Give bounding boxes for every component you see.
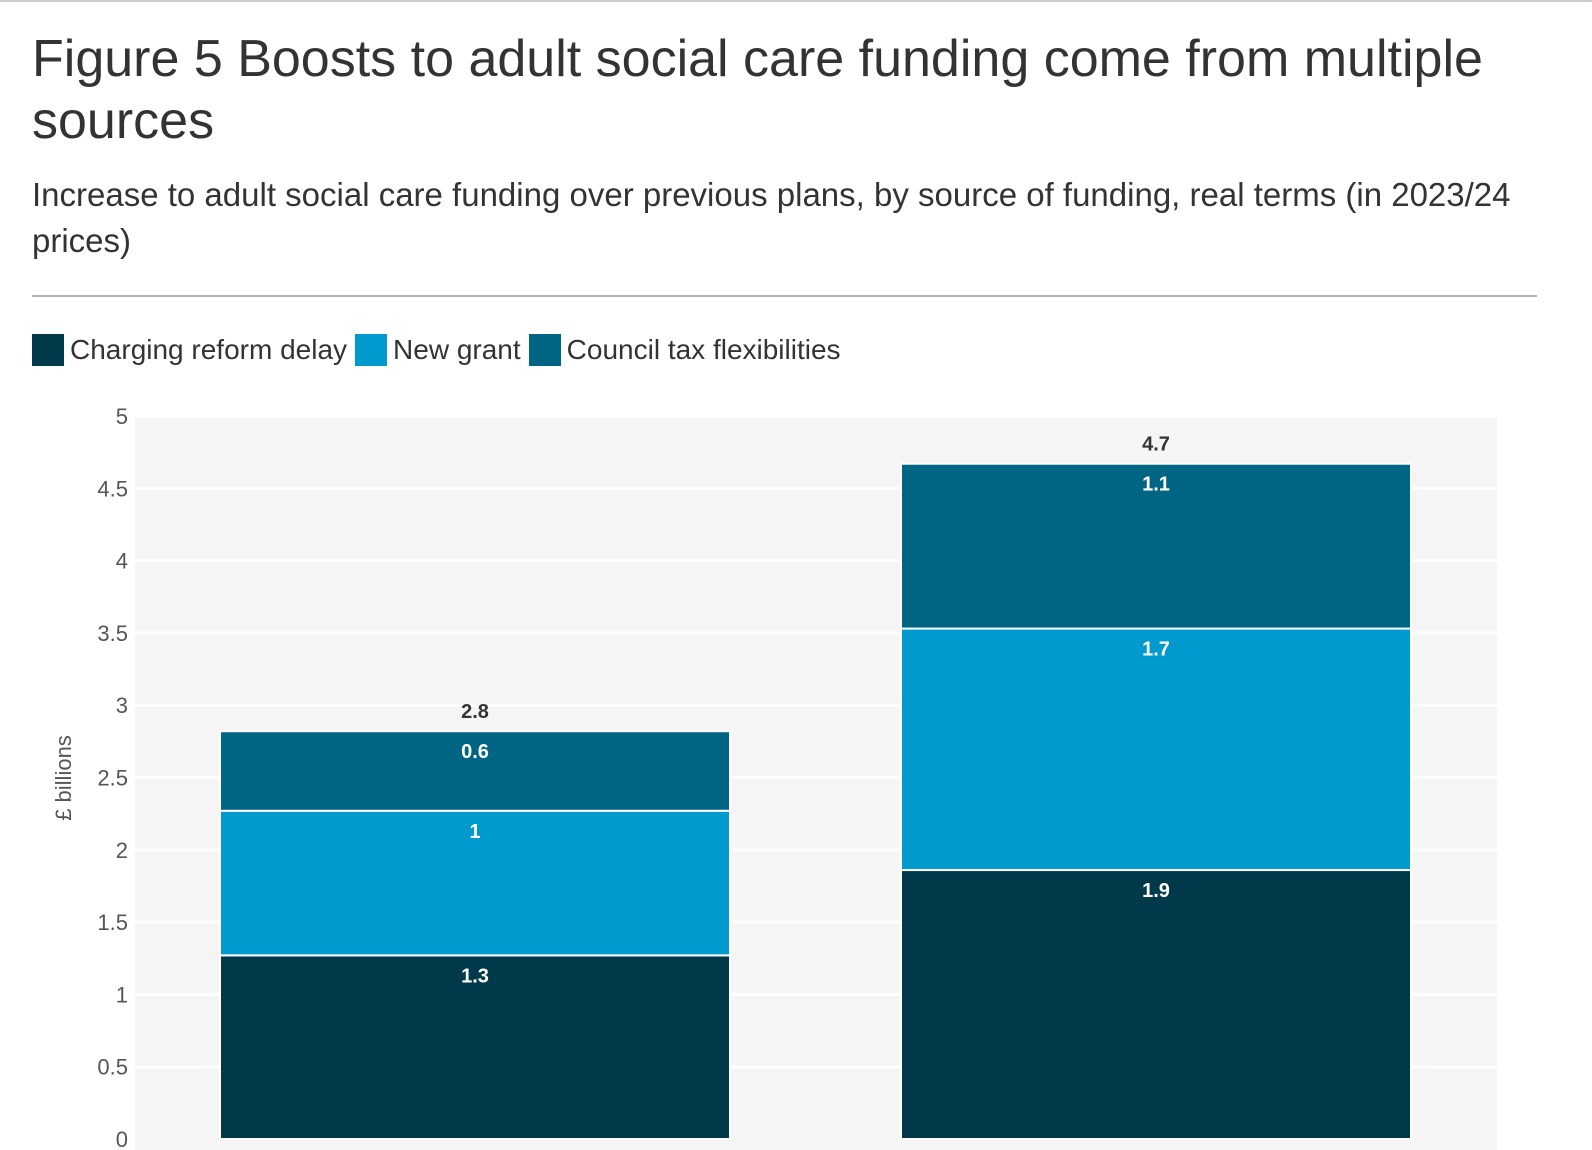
bar-segment	[900, 462, 1412, 630]
y-tick-label: 0.5	[97, 1055, 128, 1080]
bar-segment	[219, 954, 731, 1140]
bar-total-label: 2.8	[461, 701, 489, 723]
top-rule	[0, 0, 1592, 2]
chart-subtitle: Increase to adult social care funding ov…	[32, 176, 1511, 259]
y-tick-label: 4.5	[97, 476, 128, 501]
legend-label: New grant	[393, 334, 521, 365]
bar-segment	[900, 627, 1412, 872]
y-tick-label: 3	[116, 693, 128, 718]
y-tick-label: 5	[116, 404, 128, 429]
bar-segment	[900, 869, 1412, 1140]
y-tick-label: 2.5	[97, 766, 128, 791]
legend-item: New grant	[355, 334, 521, 366]
y-tick-label: 0	[116, 1127, 128, 1150]
y-tick-label: 1.5	[97, 910, 128, 935]
segment-value-label: 1.7	[1142, 639, 1170, 661]
legend-item: Council tax flexibilities	[528, 334, 841, 366]
legend-swatch	[528, 334, 561, 366]
bar-total-label: 4.7	[1142, 434, 1170, 456]
segment-value-label: 1.1	[1142, 474, 1170, 496]
segment-value-label: 1.9	[1142, 880, 1170, 902]
y-tick-label: 4	[116, 549, 128, 574]
segment-value-label: 0.6	[461, 741, 489, 763]
legend-swatch	[32, 334, 64, 366]
bar-segment	[219, 809, 731, 957]
y-axis-title: £ billions	[51, 735, 76, 821]
legend-swatch	[355, 334, 388, 366]
chart-title: Figure 5 Boosts to adult social care fun…	[32, 30, 1483, 150]
y-tick-label: 2	[116, 838, 128, 863]
segment-value-label: 1.3	[461, 965, 489, 987]
segment-value-label: 1	[469, 821, 480, 843]
chart-legend: Charging reform delay New grant Council ta…	[32, 330, 849, 370]
header-divider	[32, 295, 1537, 297]
y-tick-label: 1	[116, 982, 128, 1007]
bar-segment	[219, 730, 731, 812]
legend-item: Charging reform delay	[32, 334, 347, 366]
legend-label: Charging reform delay	[70, 334, 348, 365]
legend-label: Council tax flexibilities	[566, 334, 841, 365]
y-tick-label: 3.5	[97, 621, 128, 646]
